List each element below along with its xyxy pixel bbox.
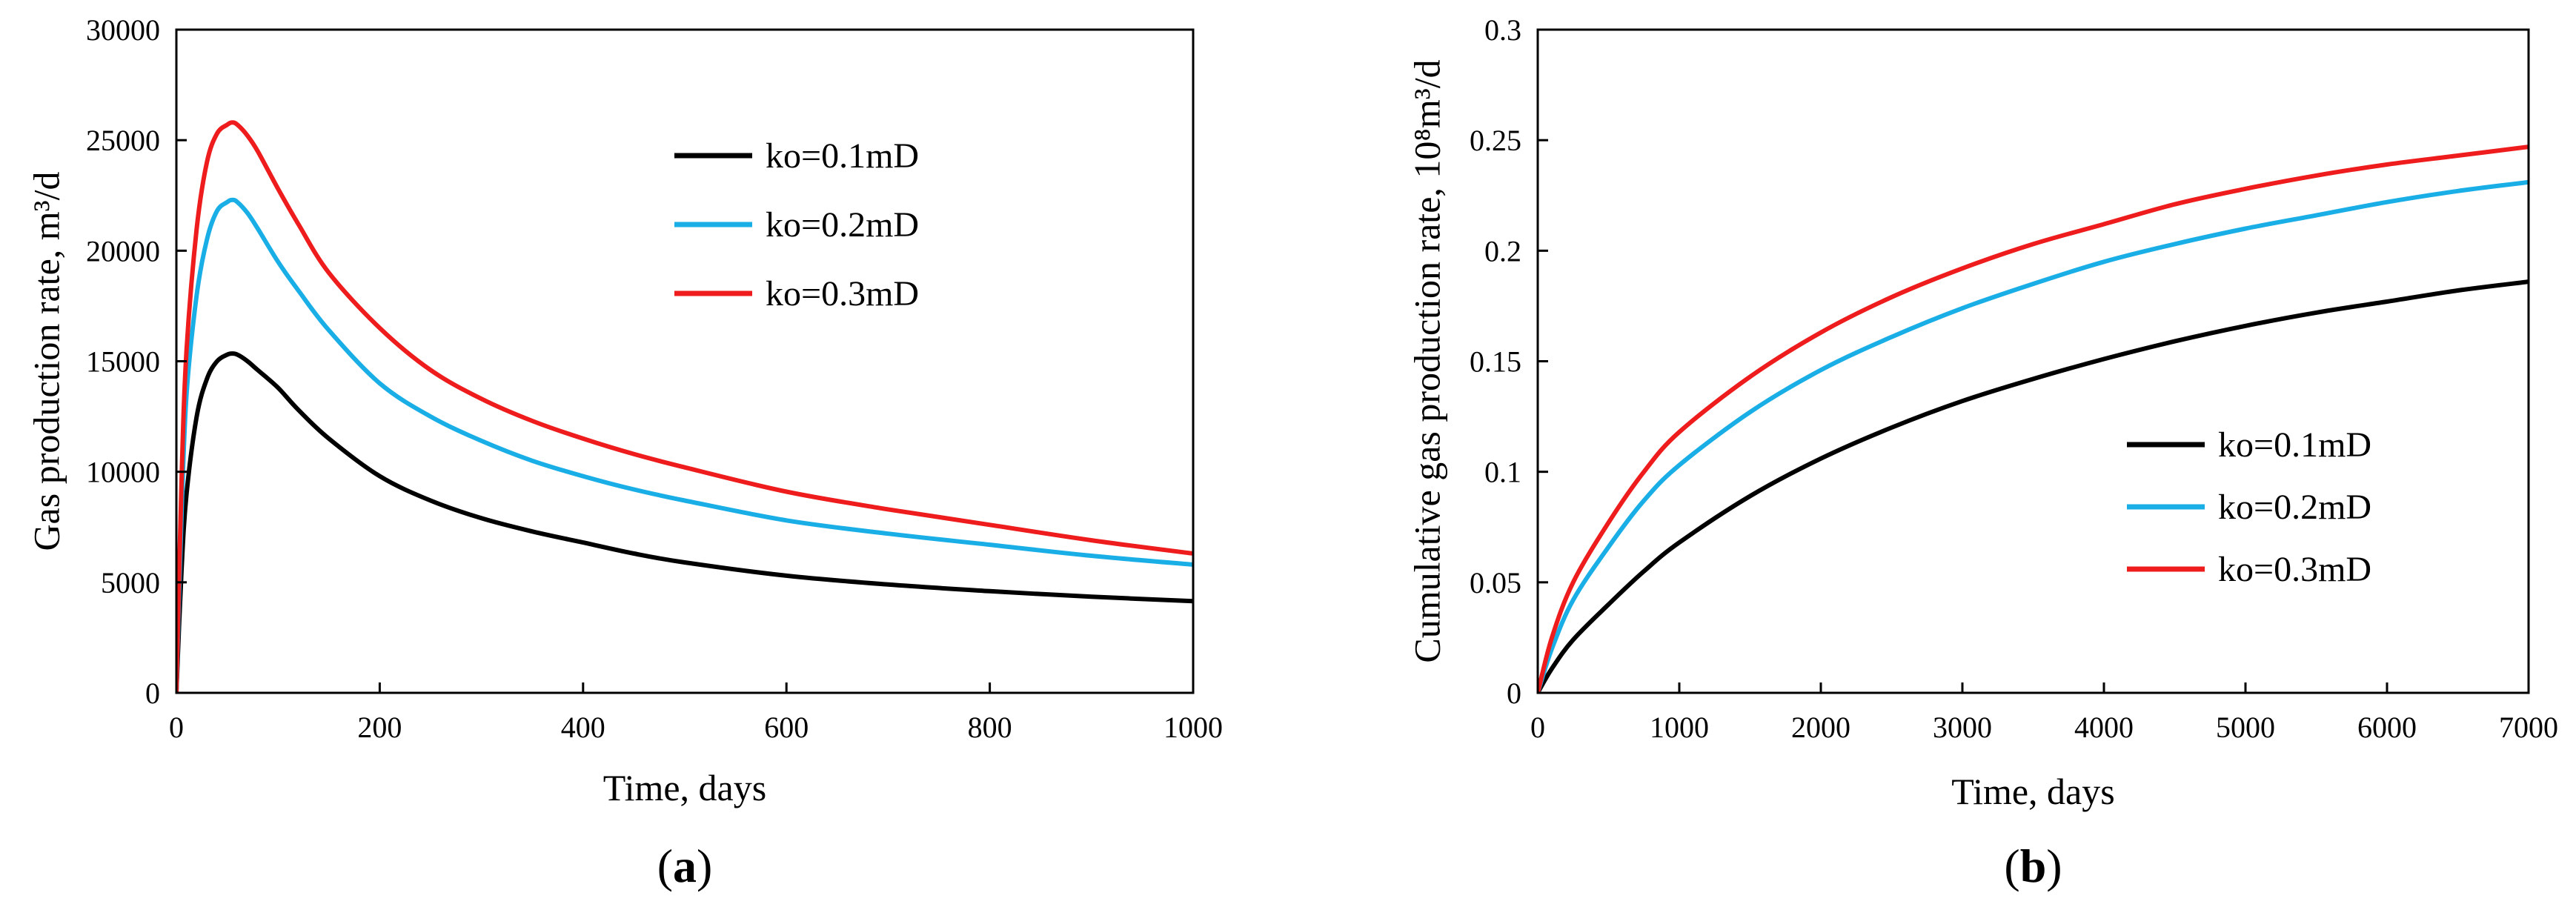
x-tick-label: 2000	[1791, 711, 1850, 744]
x-tick-label: 600	[764, 711, 809, 744]
legend-label-2: ko=0.3mD	[2218, 550, 2371, 589]
chart-panel-a: 0 200 400 600 800 100005000100001500020000250…	[26, 13, 1224, 892]
chart-panel-b: 0 1000 2000 3000 4000 5000 6000 7000 0 0.05 0.1 0.1…	[1407, 13, 2559, 892]
legend-label-0: ko=0.1mD	[2218, 425, 2371, 465]
legend-label-1: ko=0.2mD	[2218, 488, 2371, 527]
x-tick-label: 1000	[1650, 711, 1709, 744]
x-tick-label: 4000	[2074, 711, 2134, 744]
x-axis-label: Time, days	[603, 767, 766, 808]
panel-label-close: )	[2046, 840, 2062, 892]
y-tick-label: 0.2	[1484, 234, 1521, 268]
y-axis-label: Gas production rate, m³/d	[26, 171, 67, 551]
panel-label-open: (	[2004, 840, 2019, 892]
series-line-b-0	[1538, 279, 2529, 693]
panel-label-letter: a	[673, 840, 697, 892]
x-tick-label: 7000	[2499, 711, 2558, 744]
x-tick-label: 400	[561, 711, 605, 744]
panel-label-open: (	[657, 840, 673, 892]
legend-label-0: ko=0.1mD	[766, 136, 919, 176]
y-tick-label: 5000	[101, 566, 160, 599]
x-tick-label: 0	[169, 711, 184, 744]
y-tick-label: 10000	[86, 456, 160, 489]
series-line-b-2	[1538, 144, 2529, 693]
y-axis-label: Cumulative gas production rate, 10⁸m³/d	[1407, 59, 1448, 662]
y-tick-label: 15000	[86, 345, 160, 379]
x-tick-label: 200	[357, 711, 402, 744]
x-tick-label: 5000	[2216, 711, 2275, 744]
series-line-a-2	[176, 120, 1193, 693]
y-tick-label: 25000	[86, 124, 160, 157]
panel-label: (b)	[2004, 840, 2062, 892]
series-line-a-0	[176, 351, 1193, 693]
x-tick-label: 0	[1530, 711, 1545, 744]
y-tick-label: 0.05	[1470, 566, 1521, 599]
x-tick-label: 800	[968, 711, 1012, 744]
y-tick-label: 0.15	[1470, 345, 1521, 379]
legend-label-1: ko=0.2mD	[766, 205, 919, 245]
panel-label-close: )	[697, 840, 712, 892]
series-line-b-1	[1538, 179, 2529, 693]
y-tick-label: 0.3	[1484, 13, 1521, 47]
plot-frame	[1536, 28, 2530, 694]
legend-label-2: ko=0.3mD	[766, 274, 919, 313]
x-tick-label: 3000	[1933, 711, 1992, 744]
panel-label: (a)	[657, 840, 713, 892]
x-tick-label: 6000	[2357, 711, 2417, 744]
panel-label-letter: b	[2020, 840, 2047, 892]
y-tick-label: 0	[145, 677, 160, 710]
y-tick-label: 30000	[86, 13, 160, 47]
y-tick-label: 0	[1507, 677, 1521, 710]
y-tick-label: 0.1	[1484, 456, 1521, 489]
y-tick-label: 20000	[86, 234, 160, 268]
y-tick-label: 0.25	[1470, 124, 1521, 157]
x-axis-label: Time, days	[1951, 771, 2114, 812]
x-tick-label: 1000	[1163, 711, 1223, 744]
series-line-a-1	[176, 197, 1193, 693]
